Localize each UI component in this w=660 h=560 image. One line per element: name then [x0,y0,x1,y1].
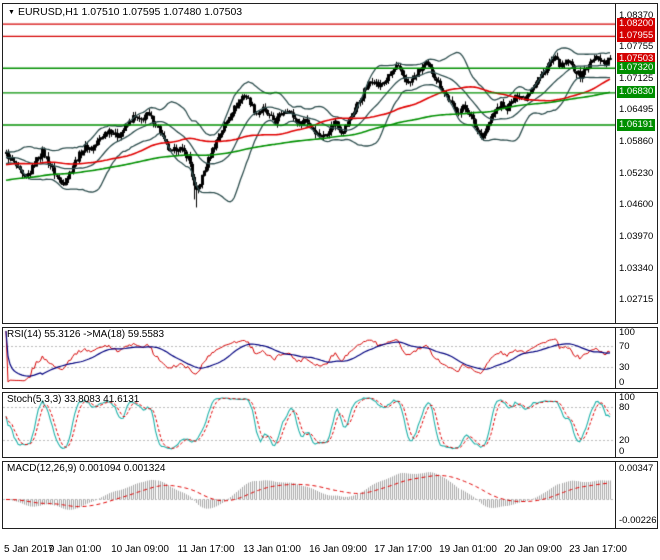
price-level-badge: 1.08200 [617,17,656,30]
time-label: 9 Jan 01:00 [48,544,102,555]
stoch-scale-tick: 0 [619,446,625,457]
price-tick: 1.04600 [619,199,654,211]
time-label: 23 Jan 17:00 [569,544,627,555]
price-tick: 1.07125 [619,72,654,84]
rsi-scale-tick: 70 [619,341,630,353]
price-level-badge: 1.07503 [617,52,656,65]
time-label: 19 Jan 01:00 [439,544,497,555]
price-tick: 1.08370 [619,10,654,21]
stoch-scale[interactable]: 100 80 20 0 [615,392,657,457]
stoch-scale-tick: 80 [619,402,630,413]
stoch-scale-tick: 20 [619,435,630,446]
macd-scale[interactable]: 0.00347 -0.00226 [615,462,657,528]
macd-title: MACD(12,26,9) 0.001094 0.001324 [7,463,166,474]
time-axis[interactable]: 5 Jan 2017 9 Jan 01:00 10 Jan 09:00 11 Jan … [2,532,658,558]
stoch-panel: Stoch(5,3,3) 33.8083 41.6131 100 80 20 0 [2,392,658,458]
rsi-scale-tick: 30 [619,361,630,373]
price-tick: 1.05230 [619,167,654,179]
price-level-badge: 1.06191 [617,118,656,131]
stoch-scale-tick: 100 [619,392,635,403]
time-label: 5 Jan 2017 [4,544,54,555]
rsi-title: RSI(14) 55.3126 ->MA(18) 59.5583 [7,329,165,340]
ohlc-values: 1.07510 1.07595 1.07480 1.07503 [81,6,243,18]
stoch-canvas[interactable] [3,393,615,457]
macd-scale-tick: 0.00347 [619,463,654,474]
price-tick: 1.05860 [619,136,654,148]
time-label: 16 Jan 09:00 [309,544,367,555]
chart-title: ▼ EURUSD,H1 1.07510 1.07595 1.07480 1.075… [8,6,242,18]
rsi-scale-tick: 100 [619,327,635,338]
stoch-title: Stoch(5,3,3) 33.8083 41.6131 [7,394,140,405]
time-label: 10 Jan 09:00 [111,544,169,555]
price-tick: 1.02715 [619,294,654,306]
price-tick: 1.03970 [619,231,654,243]
price-scale[interactable]: 1.08370 1.07755 1.07125 1.06495 1.05860 1.052… [615,4,657,323]
rsi-canvas[interactable] [3,328,615,388]
time-label: 13 Jan 01:00 [243,544,301,555]
time-label: 20 Jan 09:00 [504,544,562,555]
rsi-scale[interactable]: 100 70 30 0 [615,327,657,388]
time-label: 11 Jan 17:00 [177,544,235,555]
symbol-timeframe-label: EURUSD,H1 [17,6,79,18]
price-tick: 1.03340 [619,262,654,274]
macd-scale-tick: -0.00226 [619,515,657,526]
macd-panel: MACD(12,26,9) 0.001094 0.001324 0.00347 -… [2,461,658,529]
price-level-badge: 1.07320 [617,61,656,74]
price-level-badge: 1.07955 [617,29,656,42]
rsi-panel: RSI(14) 55.3126 ->MA(18) 59.5583 100 70 30… [2,327,658,389]
price-chart-canvas[interactable] [3,4,615,323]
chart-marker-icon: ▼ [8,9,15,16]
price-tick: 1.06495 [619,104,654,116]
price-tick: 1.07755 [619,40,654,52]
rsi-scale-tick: 0 [619,377,625,388]
macd-canvas[interactable] [3,462,615,528]
price-chart-panel: ▼ EURUSD,H1 1.07510 1.07595 1.07480 1.075… [2,3,658,324]
time-label: 17 Jan 17:00 [374,544,432,555]
price-level-badge: 1.06830 [617,86,656,99]
